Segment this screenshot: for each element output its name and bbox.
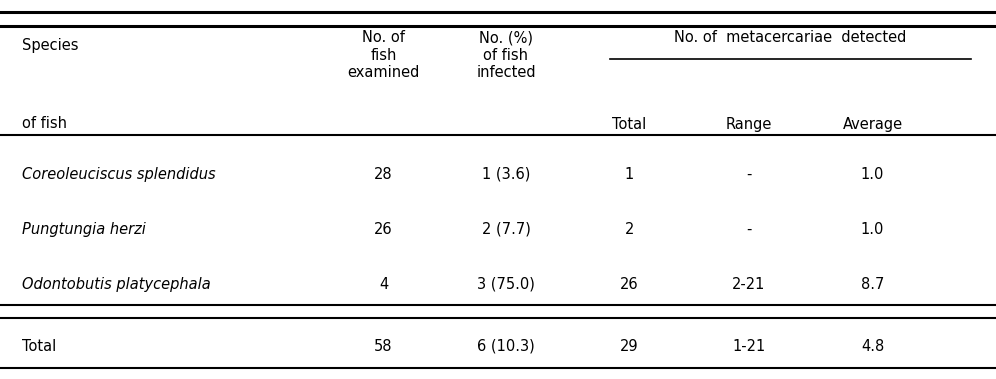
Text: 1.0: 1.0 — [861, 167, 884, 182]
Text: 1-21: 1-21 — [732, 338, 766, 354]
Text: Total: Total — [613, 117, 646, 133]
Text: 2-21: 2-21 — [732, 277, 766, 292]
Text: 3 (75.0): 3 (75.0) — [477, 277, 535, 292]
Text: 26: 26 — [621, 277, 638, 292]
Text: No. of
fish
examined: No. of fish examined — [348, 30, 419, 80]
Text: 28: 28 — [374, 167, 392, 182]
Text: 29: 29 — [621, 338, 638, 354]
Text: Range: Range — [726, 117, 772, 133]
Text: 2 (7.7): 2 (7.7) — [481, 222, 531, 237]
Text: 8.7: 8.7 — [861, 277, 884, 292]
Text: 1.0: 1.0 — [861, 222, 884, 237]
Text: 1: 1 — [624, 167, 634, 182]
Text: Average: Average — [843, 117, 902, 133]
Text: -: - — [746, 167, 752, 182]
Text: Pungtungia herzi: Pungtungia herzi — [22, 222, 145, 237]
Text: 6 (10.3): 6 (10.3) — [477, 338, 535, 354]
Text: 26: 26 — [374, 222, 392, 237]
Text: No. of  metacercariae  detected: No. of metacercariae detected — [674, 30, 906, 45]
Text: 1 (3.6): 1 (3.6) — [482, 167, 530, 182]
Text: of fish: of fish — [22, 116, 67, 131]
Text: Odontobutis platycephala: Odontobutis platycephala — [22, 277, 211, 292]
Text: 58: 58 — [374, 338, 392, 354]
Text: Species: Species — [22, 38, 79, 53]
Text: 2: 2 — [624, 222, 634, 237]
Text: Total: Total — [22, 338, 56, 354]
Text: Coreoleuciscus splendidus: Coreoleuciscus splendidus — [22, 167, 215, 182]
Text: No. (%)
of fish
infected: No. (%) of fish infected — [476, 30, 536, 80]
Text: 4: 4 — [378, 277, 388, 292]
Text: 4.8: 4.8 — [861, 338, 884, 354]
Text: -: - — [746, 222, 752, 237]
